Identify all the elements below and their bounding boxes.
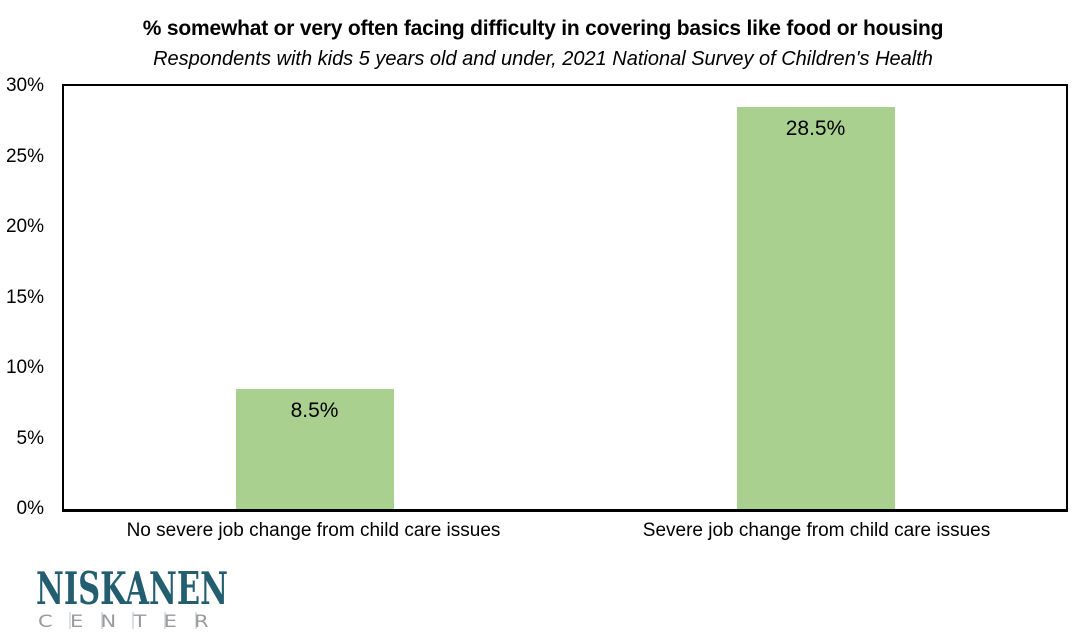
x-axis-label-severe-job-change: Severe job change from child care issues: [642, 520, 991, 541]
bar-value-label: 8.5%: [290, 399, 339, 423]
bar-slot-severe-job-change: 28.5%: [565, 86, 1066, 509]
niskanen-logo-svg: NISKANEN CENTER: [36, 562, 228, 632]
y-tick-label: 10%: [5, 357, 44, 378]
logo-wordmark-niskanen: NISKANEN: [36, 564, 228, 615]
bar-severe-job-change: 28.5%: [736, 107, 895, 509]
x-axis-label-no-severe-job-change: No severe job change from child care iss…: [126, 520, 501, 541]
x-axis: No severe job change from child care iss…: [62, 520, 1068, 542]
y-tick-label: 20%: [5, 216, 44, 237]
chart-subtitle: Respondents with kids 5 years old and un…: [153, 48, 933, 70]
y-tick-label: 0%: [16, 498, 44, 519]
logo-letter-dividers: [69, 612, 197, 629]
chart-title: % somewhat or very often facing difficul…: [142, 17, 944, 40]
niskanen-center-logo: NISKANEN CENTER: [36, 562, 251, 639]
y-axis: 0% 5% 10% 15% 20% 25% 30%: [0, 75, 52, 519]
plot-area: 8.5% 28.5%: [62, 84, 1068, 512]
y-tick-label: 30%: [5, 75, 44, 96]
bar-slot-no-severe-job-change: 8.5%: [64, 86, 565, 509]
logo-wordmark-center: CENTER: [38, 612, 226, 632]
bar-no-severe-job-change: 8.5%: [235, 389, 394, 509]
y-tick-label: 25%: [5, 145, 44, 167]
y-tick-label: 5%: [16, 427, 44, 449]
bar-value-label: 28.5%: [785, 117, 846, 141]
y-tick-label: 15%: [5, 286, 44, 308]
